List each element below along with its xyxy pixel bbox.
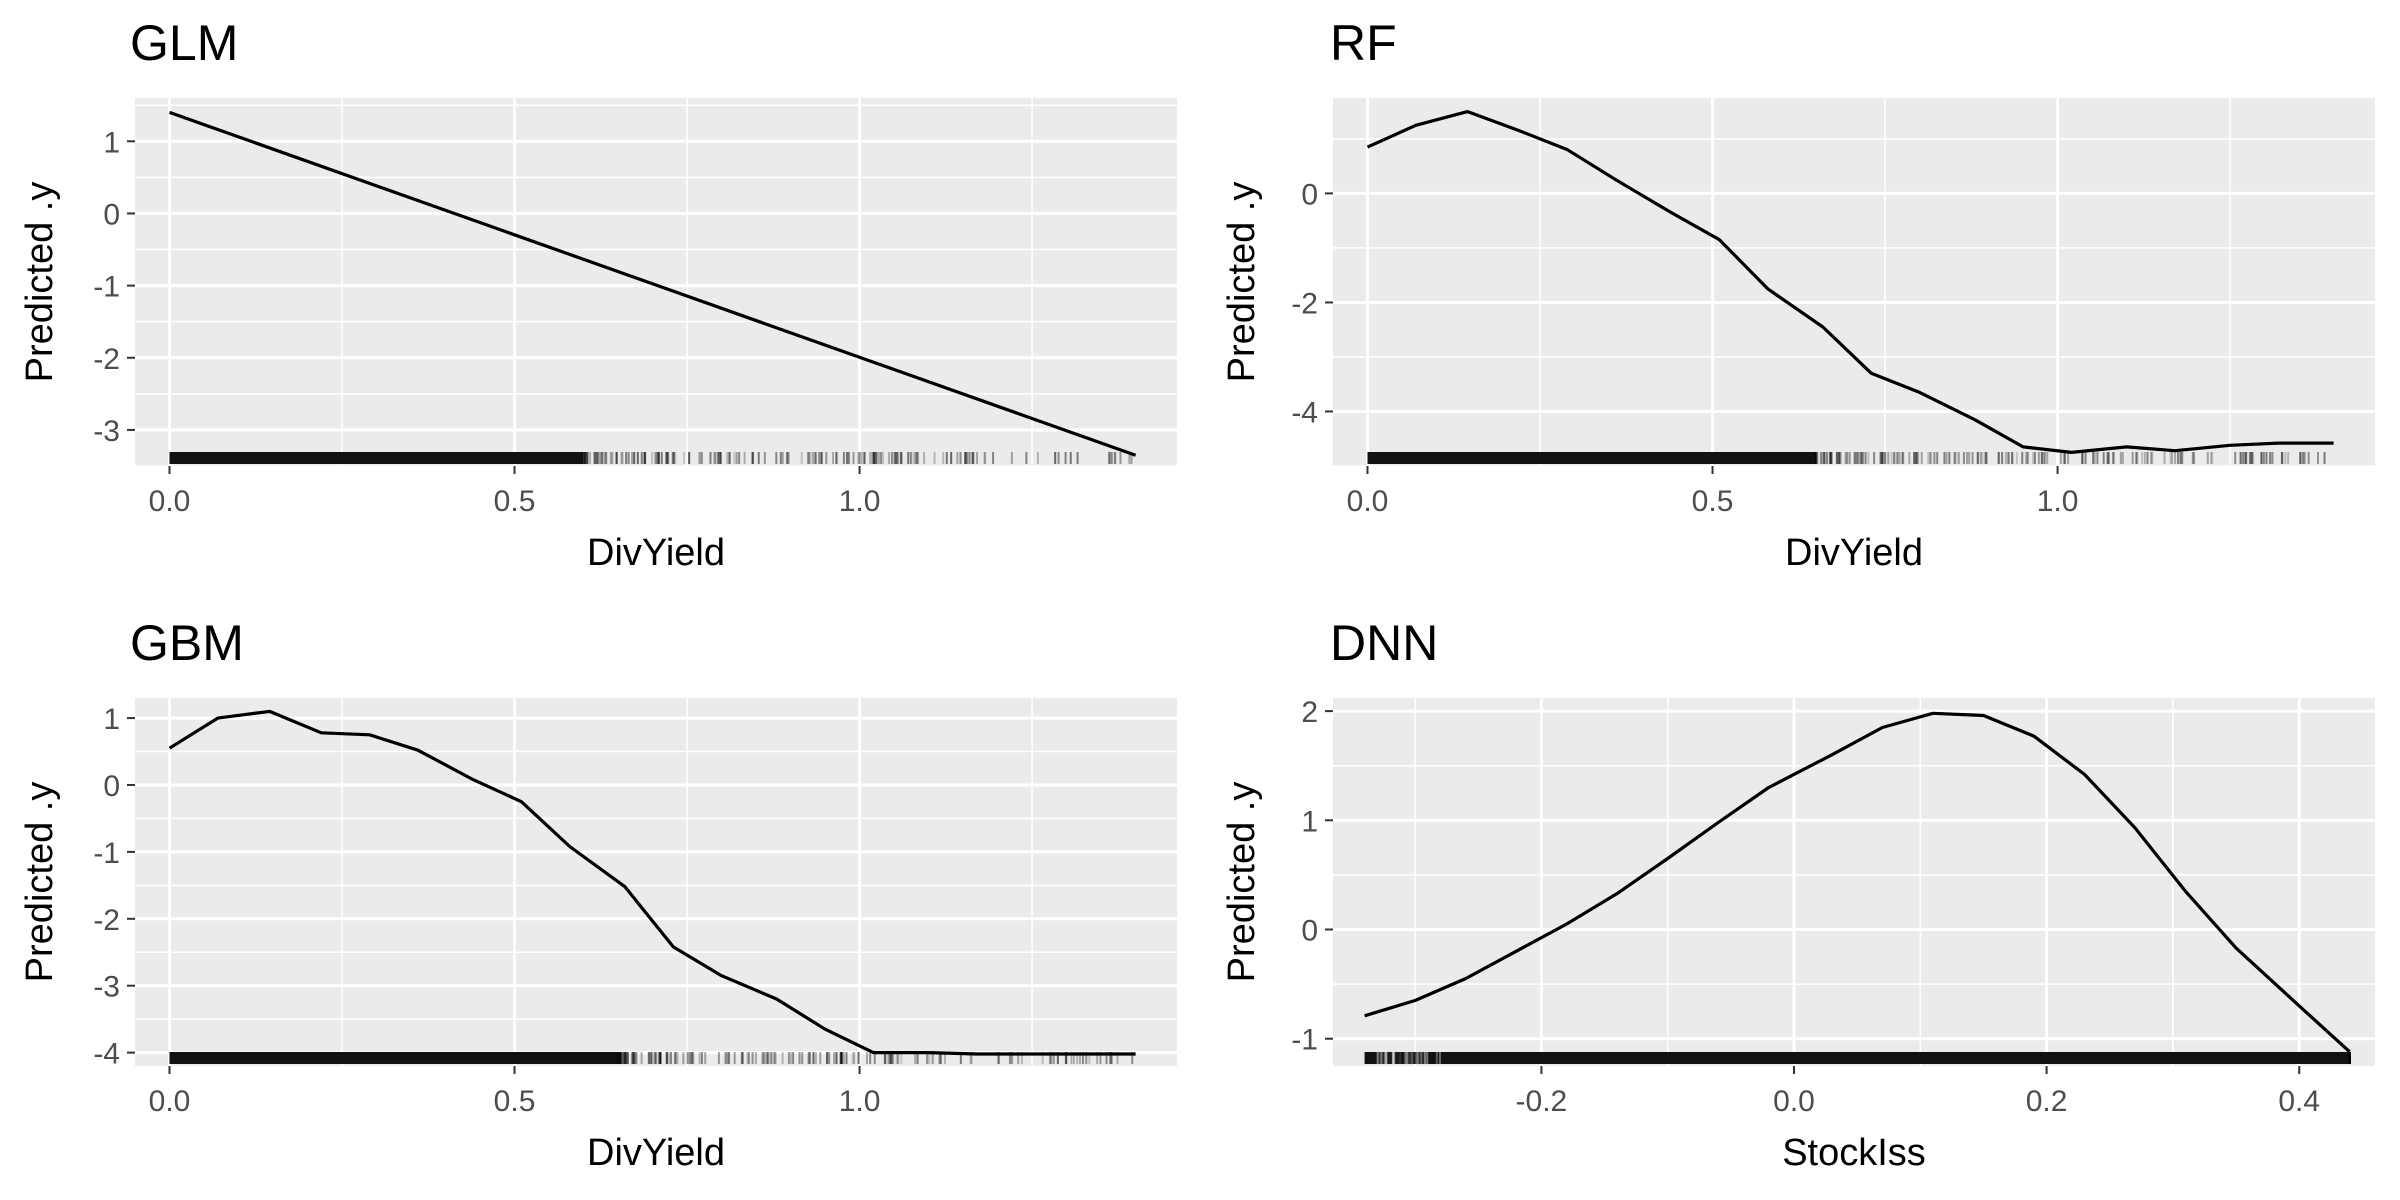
x-tick-label: 0.0 (149, 1085, 191, 1118)
x-tick-label: 0.0 (149, 485, 191, 518)
rug-mark-band (169, 452, 584, 464)
x-tick-label: 0.4 (2278, 1085, 2320, 1118)
x-tick-label: 0.0 (1773, 1085, 1815, 1118)
y-tick-label: 0 (103, 198, 120, 231)
rug-marks (169, 1052, 1134, 1064)
series-line (1364, 711, 2351, 1053)
y-axis-title: Predicted .y (1221, 182, 1263, 383)
y-tick-label: -4 (93, 1038, 120, 1071)
rug-marks (1367, 452, 2326, 464)
panel-title: GLM (130, 15, 238, 71)
panel-background (135, 98, 1177, 466)
x-axis-title: DivYield (587, 1132, 725, 1174)
y-tick-label: -2 (1291, 287, 1318, 320)
series-line (168, 709, 1136, 1056)
rug-marks (1364, 1052, 2351, 1064)
y-axis-title: Predicted .y (19, 782, 61, 983)
x-axis-title: DivYield (587, 532, 725, 574)
panel-title: RF (1330, 15, 1397, 71)
y-tick-label: -2 (93, 343, 120, 376)
x-tick-label: 1.0 (839, 485, 881, 518)
rug-marks (169, 452, 1133, 464)
y-tick-label: 0 (1301, 178, 1318, 211)
y-tick-label: 0 (103, 770, 120, 803)
series-line (168, 110, 1137, 457)
y-tick-label: -1 (93, 271, 120, 304)
y-tick-label: 1 (103, 703, 120, 736)
y-axis-title: Predicted .y (1221, 782, 1263, 983)
x-tick-label: 1.0 (839, 1085, 881, 1118)
panel-title: GBM (130, 615, 244, 671)
panel-rf: 0.0 0.5 1.0 0 -2 -4 RF DivYield Predicted .y (1221, 15, 2375, 574)
panel-title: DNN (1330, 615, 1438, 671)
x-tick-label: 0.2 (2026, 1085, 2068, 1118)
x-tick-label: 0.0 (1347, 485, 1389, 518)
y-tick-label: 0 (1301, 915, 1318, 948)
y-tick-label: -1 (93, 837, 120, 870)
x-tick-label: -0.2 (1516, 1085, 1568, 1118)
y-tick-label: 1 (1301, 805, 1318, 838)
x-axis-title: DivYield (1785, 532, 1923, 574)
y-tick-label: -1 (1291, 1024, 1318, 1057)
panel-glm: 0.0 0.5 1.0 1 0 -1 -2 -3 GLM DivYield Predicted .y (19, 15, 1177, 574)
x-tick-label: 0.5 (1692, 485, 1734, 518)
y-tick-label: 2 (1301, 696, 1318, 729)
panel-background (1333, 98, 2375, 466)
x-tick-label: 0.5 (494, 1085, 536, 1118)
y-tick-label: -4 (1291, 396, 1318, 429)
y-tick-label: -2 (93, 904, 120, 937)
rug-mark-band (169, 1052, 619, 1064)
y-tick-label: 1 (103, 126, 120, 159)
rug-mark-band (1367, 452, 1817, 464)
rug-mark-band (1364, 1052, 2350, 1064)
x-tick-label: 1.0 (2037, 485, 2079, 518)
x-tick-label: 0.5 (494, 485, 536, 518)
panel-background (1333, 698, 2375, 1066)
y-axis-title: Predicted .y (19, 182, 61, 383)
panel-gbm: 0.0 0.5 1.0 1 0 -1 -2 -3 -4 GBM DivYield Predicted … (19, 615, 1177, 1174)
panel-background (135, 698, 1177, 1066)
y-tick-label: -3 (93, 971, 120, 1004)
series-line (1366, 109, 2334, 454)
panel-dnn: -0.2 0.0 0.2 0.4 2 1 0 -1 DNN StockIss Predicted .… (1221, 615, 2375, 1174)
y-tick-label: -3 (93, 415, 120, 448)
x-axis-title: StockIss (1782, 1132, 1926, 1174)
